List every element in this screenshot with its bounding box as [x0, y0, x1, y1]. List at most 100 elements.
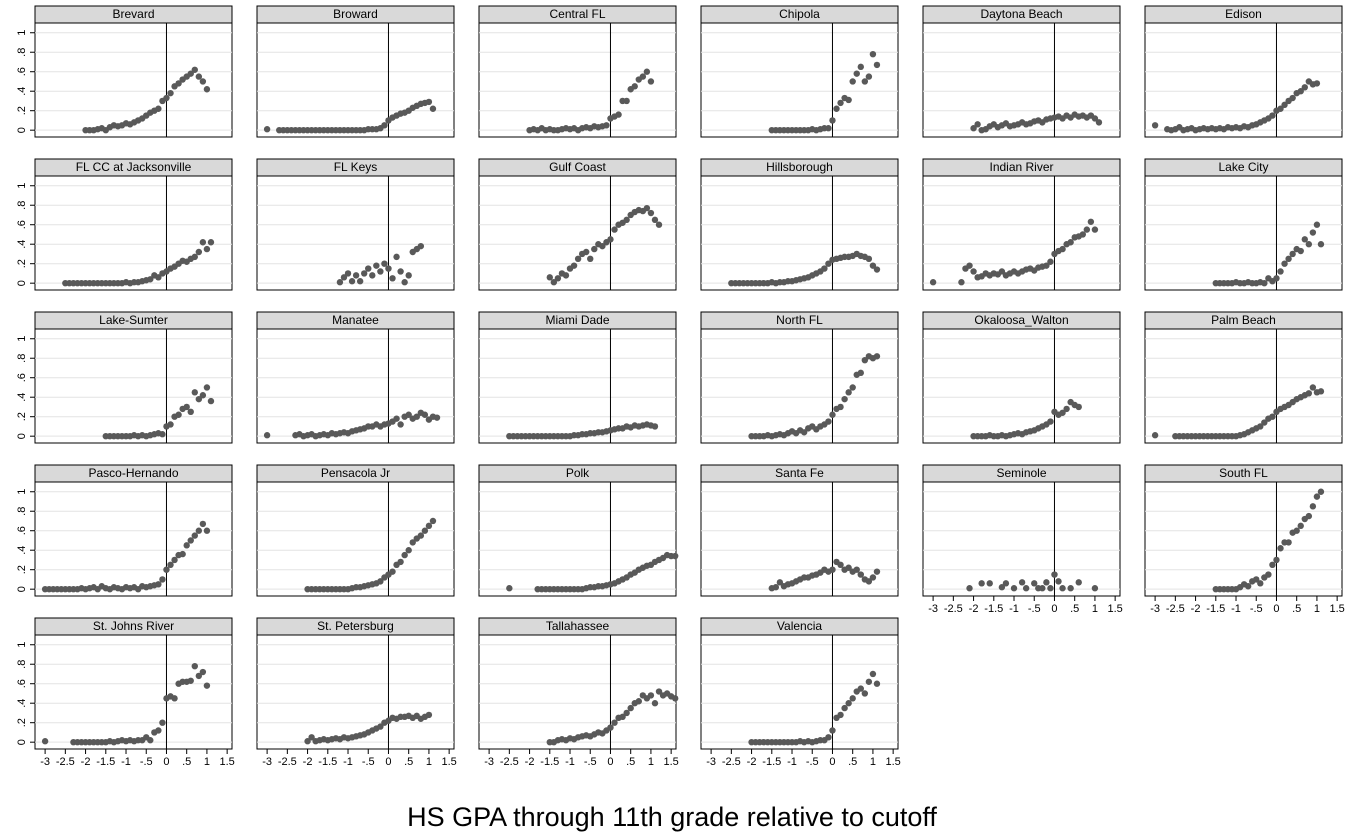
plot-area [478, 481, 677, 597]
data-point [591, 245, 598, 253]
data-point [175, 80, 182, 87]
data-point [203, 527, 211, 534]
plot-area [256, 175, 455, 291]
panel-title: Broward [333, 7, 378, 21]
x-tick-label: -3 [262, 756, 272, 768]
data-point [1313, 80, 1321, 87]
y-tick-label: .4 [16, 393, 28, 402]
data-point [845, 389, 852, 396]
data-point [167, 89, 174, 97]
x-tick-label: .5 [848, 756, 857, 768]
panel-title: St. Petersburg [317, 619, 394, 633]
data-point [1313, 493, 1321, 500]
x-tick-label: 0 [1051, 603, 1057, 615]
data-point [873, 680, 881, 687]
data-point [1039, 585, 1046, 592]
data-point [397, 421, 404, 428]
data-point [1309, 384, 1317, 391]
panel-title: North FL [776, 313, 823, 327]
data-point [1083, 226, 1091, 233]
y-tick-label: .6 [16, 220, 28, 229]
data-point [155, 274, 162, 281]
data-point [861, 690, 869, 697]
plot-area [478, 634, 677, 750]
plot-area [922, 328, 1121, 444]
panel-title: South FL [1219, 466, 1268, 480]
panel-title: Hillsborough [766, 160, 833, 174]
data-point [998, 584, 1006, 591]
panel-title: Miami Dade [545, 313, 609, 327]
data-point [1091, 115, 1099, 122]
x-tick-label: -.5 [806, 756, 819, 768]
panel-title: Edison [1225, 7, 1262, 21]
data-point [304, 738, 311, 745]
plot-area [700, 328, 899, 444]
data-point [381, 260, 388, 267]
data-point [1059, 409, 1066, 416]
data-point [191, 389, 198, 396]
x-tick-label: -1 [565, 756, 575, 768]
x-tick-label: -1 [343, 756, 353, 768]
data-point [582, 248, 590, 256]
data-point [155, 727, 162, 734]
data-point [195, 527, 203, 534]
x-tick-label: .5 [182, 756, 191, 768]
data-point [393, 415, 400, 422]
y-tick-label: .8 [16, 354, 28, 363]
data-point [1059, 245, 1066, 253]
x-tick-label: -3 [706, 756, 716, 768]
data-point [389, 568, 396, 575]
data-point [1257, 423, 1264, 430]
x-tick-label: 1.5 [219, 756, 234, 768]
data-point [1305, 241, 1313, 248]
data-point [1059, 585, 1066, 592]
y-tick-label: .6 [16, 373, 28, 382]
plot-area [256, 328, 455, 444]
plot-area [700, 22, 899, 138]
data-point [365, 265, 372, 272]
data-point [825, 125, 832, 132]
data-point [1047, 258, 1054, 265]
y-tick-label: .4 [16, 546, 28, 555]
data-point [1297, 247, 1304, 255]
data-point [966, 262, 973, 269]
data-point [776, 579, 784, 586]
x-tick-label: 1.5 [1107, 603, 1122, 615]
data-point [978, 580, 985, 587]
plot-area [34, 22, 233, 138]
panel-title: FL CC at Jacksonville [76, 160, 192, 174]
data-point [187, 408, 194, 416]
x-tick-label: 1.5 [663, 756, 678, 768]
y-tick-label: 0 [16, 280, 28, 286]
data-point [958, 279, 965, 286]
data-point [627, 704, 634, 712]
x-tick-label: -.5 [1250, 603, 1263, 615]
data-point [1051, 571, 1058, 578]
data-point [635, 698, 642, 705]
y-tick-label: .2 [16, 718, 28, 727]
data-point [639, 73, 647, 80]
data-point [655, 688, 663, 695]
data-point [837, 561, 844, 569]
y-tick-label: .4 [16, 87, 28, 96]
data-point [821, 265, 828, 272]
x-tick-label: 1 [426, 756, 432, 768]
x-tick-label: 1 [1092, 603, 1098, 615]
data-point [1317, 241, 1325, 248]
data-point [405, 272, 412, 279]
y-tick-label: .2 [16, 412, 28, 421]
x-tick-label: 1.5 [1329, 603, 1344, 615]
data-point [167, 421, 174, 428]
data-point [199, 78, 207, 85]
data-point [1031, 580, 1038, 587]
panel-title: St. Johns River [93, 619, 174, 633]
data-point [829, 727, 836, 734]
y-tick-label: 0 [16, 586, 28, 592]
data-point [562, 272, 570, 279]
panel-title: Lake City [1218, 160, 1268, 174]
data-point [1018, 579, 1026, 586]
data-point [433, 414, 441, 421]
data-point [203, 86, 211, 93]
data-point [829, 566, 836, 573]
